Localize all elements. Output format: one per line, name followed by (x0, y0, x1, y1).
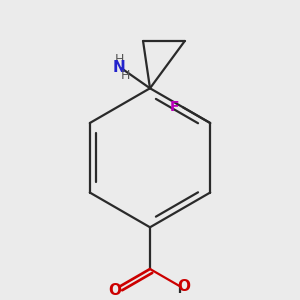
Text: H: H (120, 69, 130, 82)
Text: O: O (177, 279, 190, 294)
Text: N: N (112, 60, 125, 75)
Text: F: F (169, 100, 179, 114)
Text: O: O (108, 283, 121, 298)
Text: H: H (115, 53, 124, 66)
